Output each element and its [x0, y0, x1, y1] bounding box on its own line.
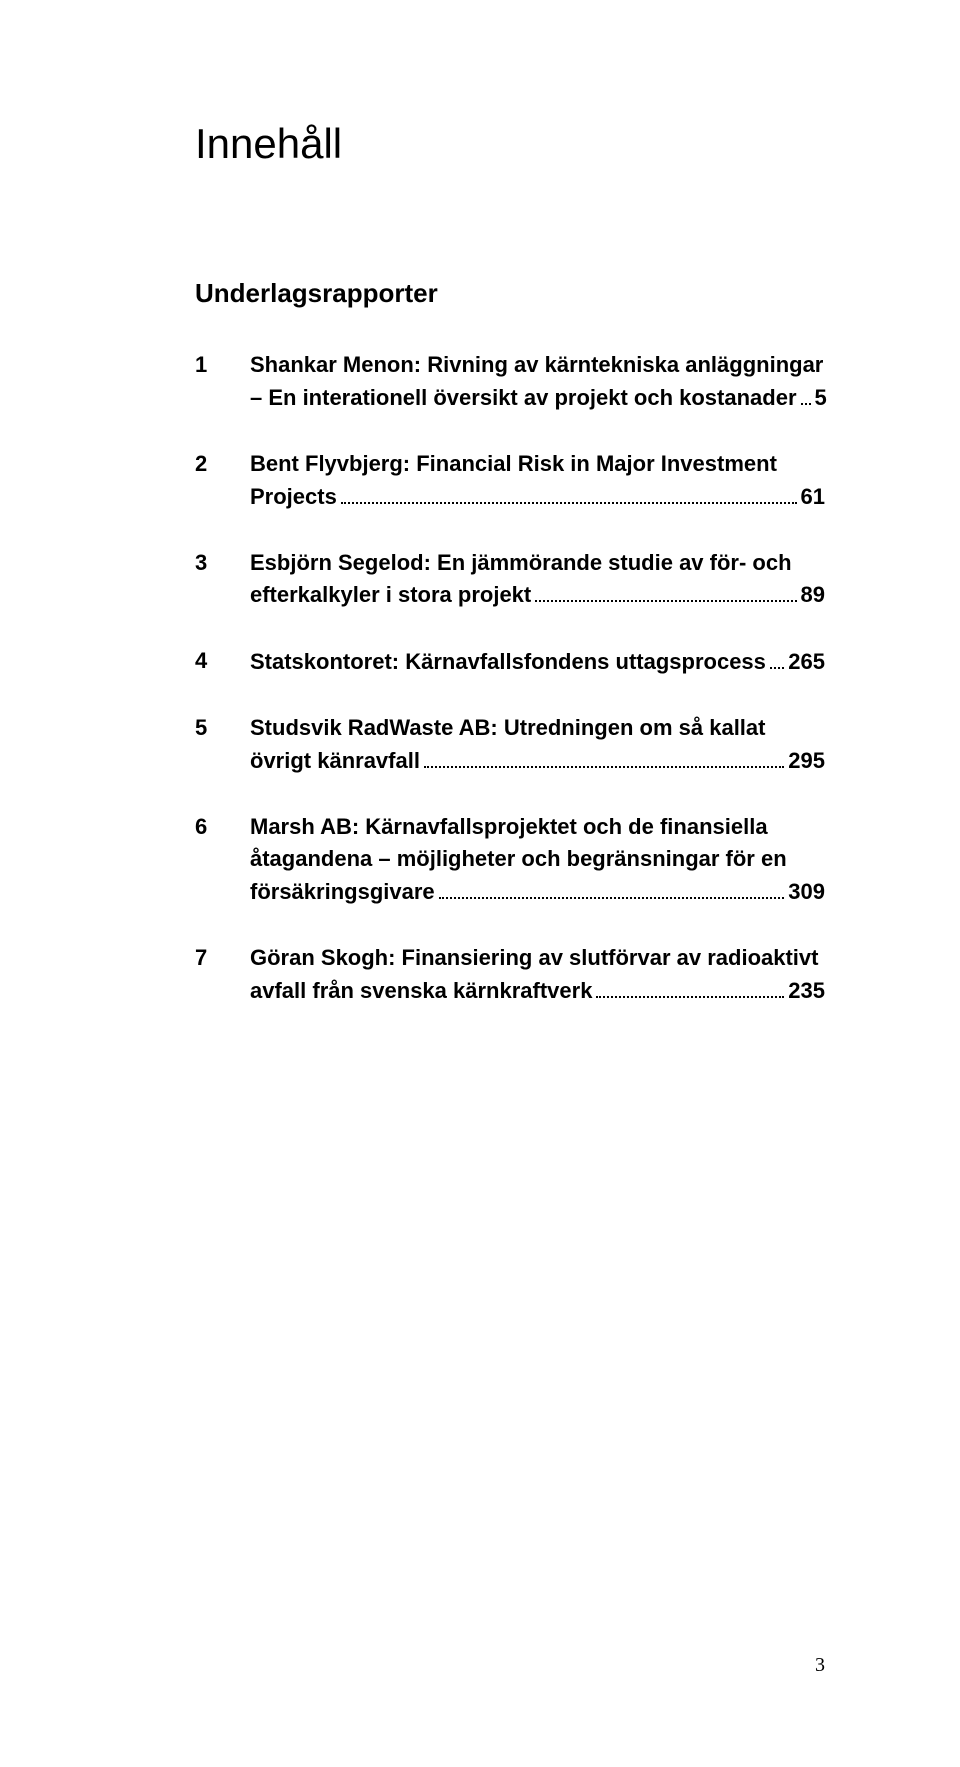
toc-entry-line: övrigt känravfall 295: [250, 744, 825, 777]
footer-page-number: 3: [815, 1654, 825, 1677]
toc-entry-line: Shankar Menon: Rivning av kärntekniska a…: [250, 349, 827, 381]
page-title: Innehåll: [195, 120, 825, 168]
toc-entry-body: Bent Flyvbjerg: Financial Risk in Major …: [250, 448, 825, 513]
toc-entry-line: försäkringsgivare 309: [250, 875, 825, 908]
toc-entry-text: avfall från svenska kärnkraftverk: [250, 975, 592, 1007]
toc-entry-number: 3: [195, 547, 250, 612]
toc-entry-line: Marsh AB: Kärnavfallsprojektet och de fi…: [250, 811, 825, 843]
toc-entry-text: åtagandena – möjligheter och begränsning…: [250, 843, 787, 875]
dot-leader: [801, 381, 811, 405]
toc-entry: 7Göran Skogh: Finansiering av slutförvar…: [195, 942, 825, 1007]
toc-entry-number: 5: [195, 712, 250, 777]
toc-entry-line: Statskontoret: Kärnavfallsfondens uttags…: [250, 645, 825, 678]
document-page: Innehåll Underlagsrapporter 1Shankar Men…: [0, 0, 960, 1767]
toc-entry-text: Bent Flyvbjerg: Financial Risk in Major …: [250, 448, 777, 480]
toc-entry: 2Bent Flyvbjerg: Financial Risk in Major…: [195, 448, 825, 513]
toc-entry: 3Esbjörn Segelod: En jämmörande studie a…: [195, 547, 825, 612]
toc-entry-page: 265: [788, 646, 825, 678]
toc-entry-page: 61: [801, 481, 825, 513]
dot-leader: [341, 480, 797, 504]
toc-entry-text: Esbjörn Segelod: En jämmörande studie av…: [250, 547, 792, 579]
dot-leader: [424, 744, 784, 768]
toc-entry-line: – En interationell översikt av projekt o…: [250, 381, 827, 414]
toc-entry-body: Statskontoret: Kärnavfallsfondens uttags…: [250, 645, 825, 678]
toc-entry-text: Göran Skogh: Finansiering av slutförvar …: [250, 942, 818, 974]
toc-entry-page: 295: [788, 745, 825, 777]
toc-entry-body: Shankar Menon: Rivning av kärntekniska a…: [250, 349, 827, 414]
toc-entry-line: avfall från svenska kärnkraftverk 235: [250, 974, 825, 1007]
dot-leader: [770, 645, 784, 669]
dot-leader: [439, 875, 785, 899]
toc-entry-line: Göran Skogh: Finansiering av slutförvar …: [250, 942, 825, 974]
toc-entry-line: efterkalkyler i stora projekt 89: [250, 578, 825, 611]
table-of-contents: 1Shankar Menon: Rivning av kärntekniska …: [195, 349, 825, 1006]
toc-entry-number: 2: [195, 448, 250, 513]
dot-leader: [535, 578, 796, 602]
toc-entry-line: Bent Flyvbjerg: Financial Risk in Major …: [250, 448, 825, 480]
toc-entry-line: Projects 61: [250, 480, 825, 513]
toc-entry-number: 4: [195, 645, 250, 678]
dot-leader: [596, 974, 784, 998]
toc-entry-text: Studsvik RadWaste AB: Utredningen om så …: [250, 712, 765, 744]
section-heading: Underlagsrapporter: [195, 278, 825, 309]
toc-entry: 1Shankar Menon: Rivning av kärntekniska …: [195, 349, 825, 414]
toc-entry-text: försäkringsgivare: [250, 876, 435, 908]
toc-entry-text: Statskontoret: Kärnavfallsfondens uttags…: [250, 646, 766, 678]
toc-entry-body: Esbjörn Segelod: En jämmörande studie av…: [250, 547, 825, 612]
toc-entry: 4Statskontoret: Kärnavfallsfondens uttag…: [195, 645, 825, 678]
toc-entry-text: Shankar Menon: Rivning av kärntekniska a…: [250, 349, 823, 381]
toc-entry-line: Esbjörn Segelod: En jämmörande studie av…: [250, 547, 825, 579]
toc-entry-number: 6: [195, 811, 250, 908]
toc-entry-text: övrigt känravfall: [250, 745, 420, 777]
toc-entry-body: Studsvik RadWaste AB: Utredningen om så …: [250, 712, 825, 777]
toc-entry-text: Projects: [250, 481, 337, 513]
toc-entry: 5Studsvik RadWaste AB: Utredningen om så…: [195, 712, 825, 777]
toc-entry-text: – En interationell översikt av projekt o…: [250, 382, 797, 414]
toc-entry-page: 309: [788, 876, 825, 908]
toc-entry-number: 1: [195, 349, 250, 414]
toc-entry-text: efterkalkyler i stora projekt: [250, 579, 531, 611]
toc-entry-line: Studsvik RadWaste AB: Utredningen om så …: [250, 712, 825, 744]
toc-entry-page: 235: [788, 975, 825, 1007]
toc-entry-page: 5: [815, 382, 827, 414]
toc-entry-body: Marsh AB: Kärnavfallsprojektet och de fi…: [250, 811, 825, 908]
toc-entry-number: 7: [195, 942, 250, 1007]
toc-entry-page: 89: [801, 579, 825, 611]
toc-entry-body: Göran Skogh: Finansiering av slutförvar …: [250, 942, 825, 1007]
toc-entry-text: Marsh AB: Kärnavfallsprojektet och de fi…: [250, 811, 768, 843]
toc-entry-line: åtagandena – möjligheter och begränsning…: [250, 843, 825, 875]
toc-entry: 6Marsh AB: Kärnavfallsprojektet och de f…: [195, 811, 825, 908]
